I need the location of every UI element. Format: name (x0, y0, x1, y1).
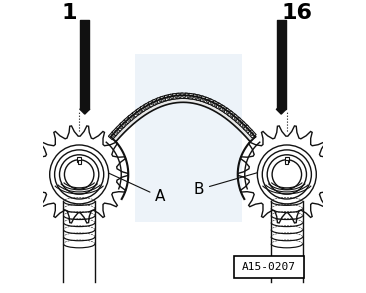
Circle shape (175, 95, 178, 98)
Polygon shape (160, 95, 168, 102)
Bar (285, 157, 288, 162)
Circle shape (219, 105, 221, 109)
Circle shape (111, 134, 114, 137)
Polygon shape (208, 99, 216, 106)
Polygon shape (276, 109, 286, 114)
Circle shape (198, 97, 201, 100)
Polygon shape (140, 104, 149, 112)
Circle shape (170, 96, 173, 98)
Polygon shape (238, 126, 336, 223)
Polygon shape (116, 123, 125, 131)
Circle shape (167, 96, 170, 99)
Polygon shape (176, 93, 183, 99)
Bar (285, 161, 288, 163)
Circle shape (195, 96, 198, 99)
Text: 1: 1 (61, 3, 77, 23)
Circle shape (154, 100, 158, 103)
Polygon shape (80, 109, 90, 114)
Polygon shape (193, 94, 200, 100)
Circle shape (151, 102, 154, 105)
Circle shape (206, 99, 209, 103)
Polygon shape (111, 95, 255, 142)
Polygon shape (185, 93, 192, 99)
Circle shape (119, 126, 122, 129)
Polygon shape (148, 100, 157, 107)
Circle shape (178, 95, 181, 98)
Polygon shape (136, 106, 144, 115)
Polygon shape (156, 96, 164, 103)
Polygon shape (196, 95, 204, 102)
Polygon shape (220, 105, 228, 113)
Polygon shape (188, 93, 196, 100)
Polygon shape (164, 94, 172, 101)
Circle shape (146, 104, 150, 107)
Bar (234, 256, 304, 278)
Circle shape (238, 120, 241, 123)
Polygon shape (227, 111, 236, 119)
Circle shape (183, 94, 186, 98)
Polygon shape (216, 103, 224, 111)
Polygon shape (168, 94, 176, 100)
Circle shape (143, 106, 146, 110)
Polygon shape (248, 130, 256, 138)
Text: A15-0207: A15-0207 (242, 262, 296, 272)
Circle shape (234, 117, 238, 120)
Circle shape (127, 118, 130, 121)
Circle shape (230, 113, 233, 117)
Circle shape (135, 112, 138, 115)
Circle shape (187, 95, 190, 98)
Polygon shape (132, 109, 141, 117)
Polygon shape (200, 96, 208, 103)
Circle shape (214, 103, 217, 106)
Circle shape (227, 111, 229, 114)
Polygon shape (128, 113, 137, 121)
Text: 16: 16 (281, 3, 312, 23)
Bar (78, 157, 81, 162)
Polygon shape (30, 126, 128, 223)
Text: B: B (194, 173, 257, 197)
Circle shape (246, 128, 249, 131)
Polygon shape (144, 102, 152, 110)
Polygon shape (212, 100, 220, 108)
Circle shape (159, 98, 162, 102)
Text: A: A (109, 173, 166, 205)
Polygon shape (181, 93, 187, 98)
Polygon shape (172, 93, 180, 99)
Polygon shape (235, 117, 244, 126)
Polygon shape (120, 119, 128, 128)
Circle shape (139, 109, 142, 112)
Circle shape (210, 101, 214, 104)
Circle shape (203, 98, 206, 101)
Bar (135, 54, 242, 222)
Polygon shape (204, 97, 212, 105)
Polygon shape (108, 131, 117, 140)
Polygon shape (232, 114, 240, 122)
Bar (78, 161, 81, 163)
Polygon shape (243, 125, 252, 134)
Circle shape (123, 122, 126, 125)
Polygon shape (224, 108, 232, 116)
Circle shape (242, 124, 246, 127)
Circle shape (222, 108, 225, 111)
Polygon shape (152, 98, 160, 105)
Polygon shape (124, 115, 133, 124)
Circle shape (163, 97, 165, 100)
Polygon shape (112, 127, 120, 136)
Circle shape (115, 130, 118, 133)
Circle shape (190, 95, 194, 98)
Circle shape (131, 115, 134, 118)
Circle shape (250, 132, 253, 136)
Polygon shape (240, 121, 248, 130)
